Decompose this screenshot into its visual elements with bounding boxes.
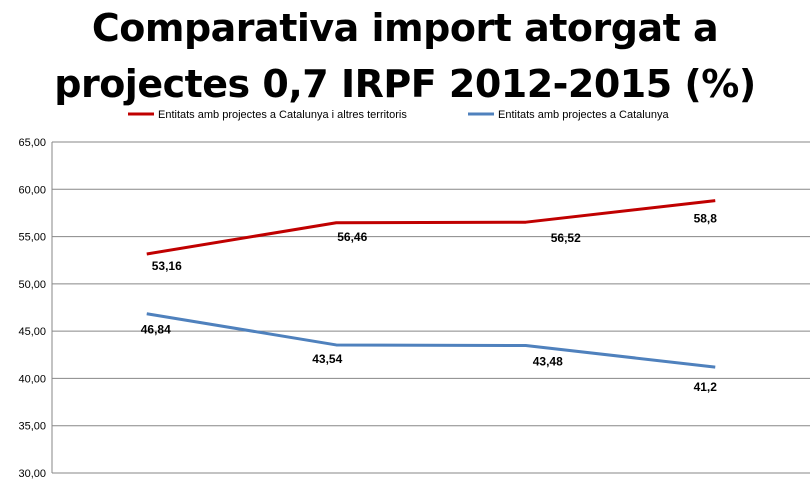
data-label: 56,52 (551, 231, 581, 245)
y-tick-label: 40,00 (18, 373, 46, 385)
y-tick-label: 65,00 (18, 137, 46, 149)
chart-title: Comparativa import atorgat a projectes 0… (0, 0, 810, 112)
y-tick-label: 60,00 (18, 184, 46, 196)
legend-entry: Entitats amb projectes a Catalunya i alt… (158, 109, 407, 121)
chart-title-line-1: Comparativa import atorgat a (91, 6, 719, 50)
data-label: 46,84 (141, 323, 171, 337)
y-tick-label: 30,00 (18, 468, 46, 480)
y-tick-label: 50,00 (18, 279, 46, 291)
data-label: 58,8 (694, 212, 718, 226)
y-tick-label: 45,00 (18, 326, 46, 338)
legend-entry: Entitats amb projectes a Catalunya (498, 109, 669, 121)
chart-title-line-2: projectes 0,7 IRPF 2012-2015 (%) (54, 62, 756, 106)
series-line (146, 312, 716, 369)
data-label: 56,46 (337, 230, 367, 244)
y-tick-label: 35,00 (18, 421, 46, 433)
data-label: 53,16 (152, 259, 182, 273)
data-label: 43,48 (533, 355, 563, 369)
data-label: 41,2 (694, 380, 718, 394)
data-label: 43,54 (312, 352, 342, 366)
series-line (146, 199, 716, 256)
y-tick-label: 55,00 (18, 232, 46, 244)
